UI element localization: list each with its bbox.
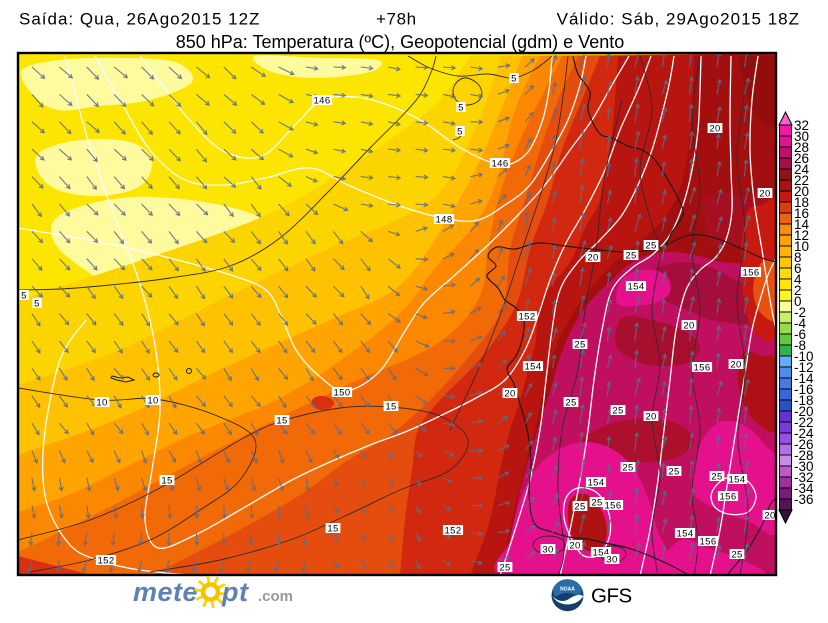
- svg-text:pt: pt: [221, 577, 249, 607]
- svg-text:25: 25: [668, 466, 679, 477]
- svg-text:22: 22: [794, 173, 809, 188]
- svg-text:148: 148: [435, 214, 452, 225]
- svg-text:5: 5: [458, 102, 464, 113]
- svg-text:Válido: Sáb, 29Ago2015 18Z: Válido: Sáb, 29Ago2015 18Z: [557, 10, 800, 29]
- svg-text:152: 152: [97, 555, 114, 566]
- svg-text:4: 4: [794, 272, 802, 287]
- svg-text:GFS: GFS: [591, 585, 632, 608]
- svg-text:156: 156: [699, 536, 716, 547]
- svg-text:-16: -16: [794, 382, 814, 397]
- svg-text:-8: -8: [794, 338, 806, 353]
- svg-text:-36: -36: [794, 492, 814, 507]
- svg-text:25: 25: [711, 471, 722, 482]
- svg-text:-18: -18: [794, 393, 814, 408]
- svg-text:-6: -6: [794, 327, 806, 342]
- svg-text:25: 25: [622, 462, 633, 473]
- svg-text:NOAA: NOAA: [560, 587, 575, 593]
- svg-text:Saída: Qua, 26Ago2015 12Z: Saída: Qua, 26Ago2015 12Z: [19, 10, 260, 29]
- svg-text:12: 12: [794, 228, 809, 243]
- svg-text:25: 25: [591, 497, 602, 508]
- svg-text:20: 20: [709, 123, 720, 134]
- svg-text:-26: -26: [794, 437, 814, 452]
- svg-text:26: 26: [794, 151, 809, 166]
- svg-text:-32: -32: [794, 470, 814, 485]
- svg-text:25: 25: [574, 339, 585, 350]
- svg-text:10: 10: [96, 397, 107, 408]
- svg-text:+78h: +78h: [376, 10, 417, 29]
- svg-text:25: 25: [499, 562, 510, 573]
- svg-text:-14: -14: [794, 371, 814, 386]
- svg-text:25: 25: [645, 240, 656, 251]
- svg-text:2: 2: [794, 283, 802, 298]
- svg-text:20: 20: [504, 388, 515, 399]
- svg-text:-2: -2: [794, 305, 806, 320]
- svg-text:154: 154: [676, 528, 693, 539]
- svg-text:146: 146: [313, 95, 330, 106]
- svg-text:-34: -34: [794, 481, 814, 496]
- svg-text:32: 32: [794, 118, 809, 133]
- svg-text:10: 10: [147, 395, 158, 406]
- svg-text:152: 152: [444, 525, 461, 536]
- svg-text:5: 5: [21, 290, 27, 301]
- svg-text:154: 154: [627, 281, 644, 292]
- svg-text:20: 20: [683, 320, 694, 331]
- svg-text:-20: -20: [794, 404, 814, 419]
- svg-text:15: 15: [276, 415, 287, 426]
- svg-text:20: 20: [764, 510, 775, 521]
- svg-text:154: 154: [728, 474, 745, 485]
- svg-text:15: 15: [161, 475, 172, 486]
- svg-text:-30: -30: [794, 459, 814, 474]
- svg-text:25: 25: [565, 397, 576, 408]
- svg-text:154: 154: [592, 547, 609, 558]
- svg-text:25: 25: [612, 405, 623, 416]
- svg-text:-12: -12: [794, 360, 814, 375]
- svg-text:146: 146: [491, 158, 508, 169]
- svg-text:15: 15: [327, 523, 338, 534]
- svg-text:20: 20: [587, 252, 598, 263]
- svg-text:-28: -28: [794, 448, 814, 463]
- svg-text:30: 30: [794, 129, 809, 144]
- svg-text:6: 6: [794, 261, 802, 276]
- svg-text:30: 30: [606, 554, 617, 565]
- svg-text:154: 154: [524, 361, 541, 372]
- svg-text:154: 154: [587, 477, 604, 488]
- svg-text:mete: mete: [133, 577, 198, 607]
- svg-text:156: 156: [742, 267, 759, 278]
- svg-text:18: 18: [794, 195, 809, 210]
- svg-text:5: 5: [511, 73, 517, 84]
- svg-text:850 hPa: Temperatura (ºC), Geo: 850 hPa: Temperatura (ºC), Geopotencial …: [176, 32, 625, 52]
- svg-text:-22: -22: [794, 415, 814, 430]
- svg-text:14: 14: [794, 217, 810, 232]
- svg-text:-10: -10: [794, 349, 814, 364]
- svg-text:20: 20: [794, 184, 809, 199]
- svg-text:8: 8: [794, 250, 802, 265]
- svg-text:25: 25: [625, 250, 636, 261]
- svg-text:25: 25: [731, 549, 742, 560]
- svg-text:152: 152: [518, 311, 535, 322]
- svg-text:30: 30: [542, 544, 553, 555]
- svg-text:5: 5: [34, 298, 40, 309]
- svg-text:16: 16: [794, 206, 809, 221]
- svg-text:150: 150: [333, 387, 350, 398]
- svg-text:5: 5: [457, 126, 463, 137]
- svg-text:20: 20: [569, 540, 580, 551]
- svg-text:25: 25: [574, 501, 585, 512]
- svg-text:-24: -24: [794, 426, 814, 441]
- svg-text:20: 20: [645, 411, 656, 422]
- svg-text:10: 10: [794, 239, 809, 254]
- svg-text:0: 0: [794, 294, 802, 309]
- svg-text:.com: .com: [258, 588, 293, 605]
- svg-text:20: 20: [759, 188, 770, 199]
- svg-text:-4: -4: [794, 316, 806, 331]
- svg-text:15: 15: [385, 401, 396, 412]
- svg-text:20: 20: [730, 359, 741, 370]
- svg-text:156: 156: [719, 491, 736, 502]
- svg-text:156: 156: [693, 362, 710, 373]
- svg-text:28: 28: [794, 140, 809, 155]
- svg-text:24: 24: [794, 162, 810, 177]
- svg-text:156: 156: [604, 500, 621, 511]
